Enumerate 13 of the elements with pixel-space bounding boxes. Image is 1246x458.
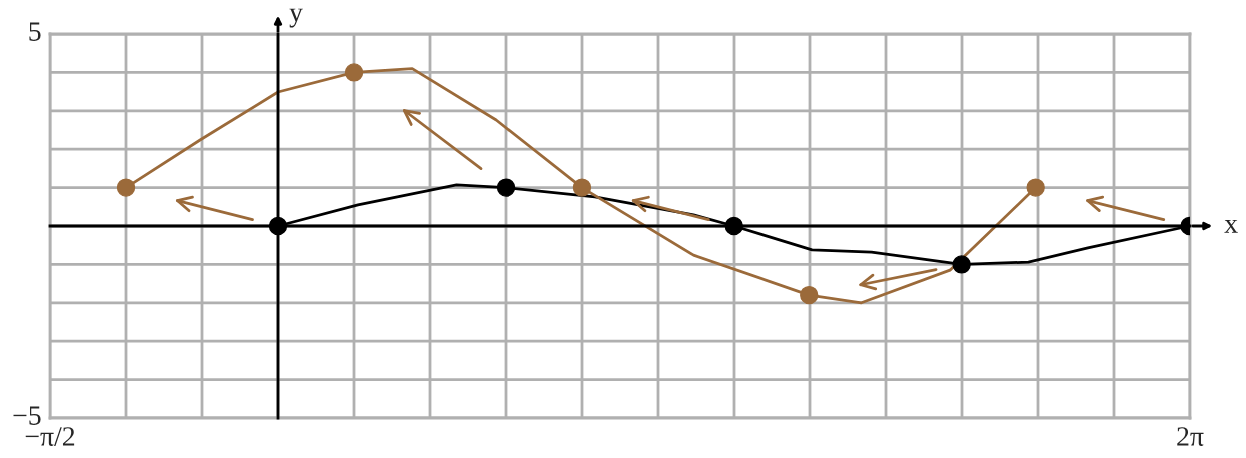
x-tick-label: −π/2	[25, 427, 75, 446]
point	[496, 178, 516, 197]
point	[116, 178, 136, 197]
point	[344, 63, 364, 82]
point	[800, 285, 819, 305]
y-tick-label: 5	[29, 22, 41, 41]
y-axis-title: y	[289, 8, 303, 28]
point	[952, 255, 971, 274]
point	[572, 178, 592, 197]
y-tick-label: −5	[13, 406, 41, 425]
x-tick-label: 2π	[1177, 427, 1204, 446]
point	[1026, 178, 1045, 197]
x-axis-title: x	[1224, 219, 1238, 233]
